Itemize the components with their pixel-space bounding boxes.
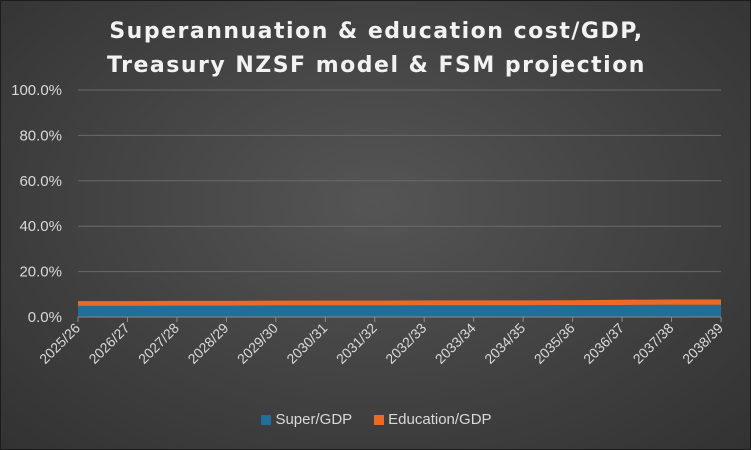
legend-item-super[interactable]: Super/GDP bbox=[261, 411, 352, 428]
y-tick-label: 40.0% bbox=[19, 218, 62, 235]
chart-title-line-1: Superannuation & education cost/GDP, bbox=[109, 19, 644, 44]
legend-label-super: Super/GDP bbox=[275, 411, 353, 428]
y-tick-label: 60.0% bbox=[19, 173, 62, 190]
x-tick-label: 2034/35 bbox=[481, 320, 528, 367]
x-tick-label: 2031/32 bbox=[333, 320, 380, 367]
x-tick-label: 2025/26 bbox=[36, 320, 83, 367]
x-tick-label: 2032/33 bbox=[382, 320, 429, 367]
x-tick-label: 2033/34 bbox=[432, 320, 479, 367]
area-education bbox=[78, 299, 721, 306]
legend-label-education: Education/GDP bbox=[388, 411, 492, 428]
legend-swatch-super bbox=[261, 414, 272, 425]
chart-title: Superannuation & education cost/GDP, Tre… bbox=[1, 15, 751, 83]
y-tick-label: 100.0% bbox=[11, 82, 62, 99]
legend-item-education[interactable]: Education/GDP bbox=[374, 411, 492, 428]
y-tick-label: 20.0% bbox=[19, 264, 62, 281]
y-tick-label: 0.0% bbox=[28, 309, 62, 326]
x-tick-label: 2035/36 bbox=[531, 320, 578, 367]
x-tick-label: 2027/28 bbox=[135, 320, 182, 367]
legend: Super/GDP Education/GDP bbox=[1, 411, 751, 428]
chart-title-line-2: Treasury NZSF model & FSM projection bbox=[107, 53, 646, 78]
x-tick-label: 2030/31 bbox=[283, 320, 330, 367]
x-tick-label: 2029/30 bbox=[234, 320, 281, 367]
area-super bbox=[78, 304, 721, 317]
x-tick-label: 2026/27 bbox=[85, 320, 132, 367]
legend-swatch-education bbox=[374, 414, 385, 425]
x-tick-label: 2037/38 bbox=[630, 320, 677, 367]
x-tick-label: 2036/37 bbox=[580, 320, 627, 367]
y-tick-label: 80.0% bbox=[19, 127, 62, 144]
x-tick-label: 2028/29 bbox=[184, 320, 231, 367]
x-tick-label: 2038/39 bbox=[679, 320, 726, 367]
